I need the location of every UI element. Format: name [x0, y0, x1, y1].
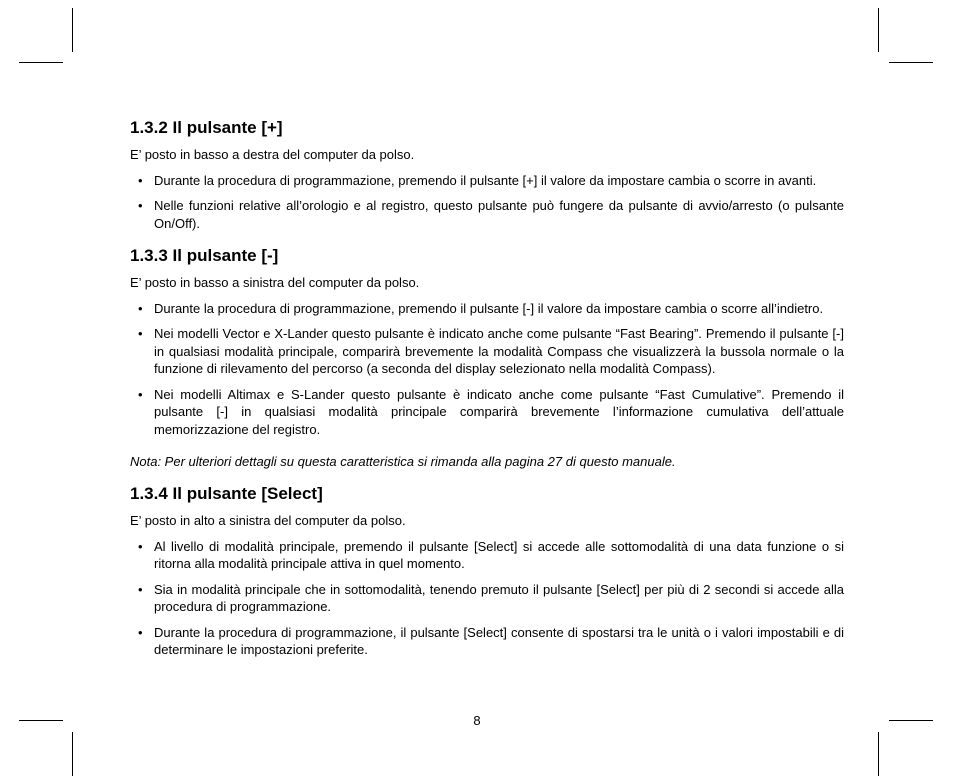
list-item: Nei modelli Vector e X-Lander questo pul…	[154, 325, 844, 378]
crop-mark	[878, 732, 879, 776]
list-item: Durante la procedura di programmazione, …	[154, 172, 844, 190]
heading-134: 1.3.4 Il pulsante [Select]	[130, 484, 844, 504]
note-133: Nota: Per ulteriori dettagli su questa c…	[130, 453, 844, 471]
manual-page: 1.3.2 Il pulsante [+] E’ posto in basso …	[0, 0, 954, 784]
list-item: Sia in modalità principale che in sottom…	[154, 581, 844, 616]
lead-132: E’ posto in basso a destra del computer …	[130, 146, 844, 164]
bullets-134: Al livello di modalità principale, preme…	[130, 538, 844, 659]
bullets-132: Durante la procedura di programmazione, …	[130, 172, 844, 233]
list-item: Nei modelli Altimax e S-Lander questo pu…	[154, 386, 844, 439]
lead-133: E’ posto in basso a sinistra del compute…	[130, 274, 844, 292]
list-item: Nelle funzioni relative all’orologio e a…	[154, 197, 844, 232]
crop-mark	[889, 62, 933, 63]
crop-mark	[72, 8, 73, 52]
page-content: 1.3.2 Il pulsante [+] E’ posto in basso …	[130, 118, 844, 673]
list-item: Durante la procedura di programmazione, …	[154, 624, 844, 659]
heading-133: 1.3.3 Il pulsante [-]	[130, 246, 844, 266]
crop-mark	[19, 62, 63, 63]
lead-134: E’ posto in alto a sinistra del computer…	[130, 512, 844, 530]
list-item: Durante la procedura di programmazione, …	[154, 300, 844, 318]
list-item: Al livello di modalità principale, preme…	[154, 538, 844, 573]
crop-mark	[72, 732, 73, 776]
heading-132: 1.3.2 Il pulsante [+]	[130, 118, 844, 138]
crop-mark	[878, 8, 879, 52]
page-number: 8	[0, 713, 954, 728]
bullets-133: Durante la procedura di programmazione, …	[130, 300, 844, 439]
